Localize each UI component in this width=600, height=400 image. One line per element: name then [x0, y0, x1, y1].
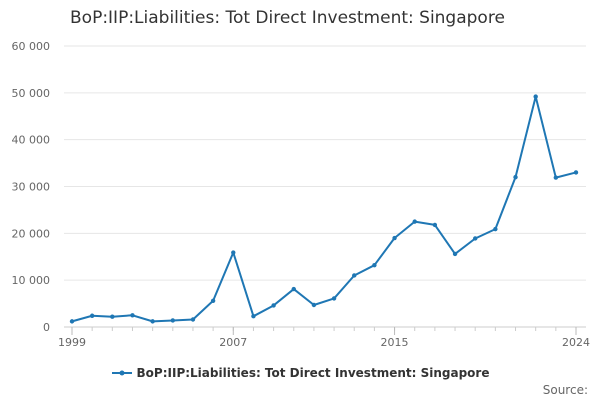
- data-point[interactable]: [432, 222, 438, 228]
- data-point[interactable]: [372, 262, 377, 268]
- data-point[interactable]: [210, 298, 216, 303]
- data-point[interactable]: [231, 250, 236, 255]
- data-point[interactable]: [170, 318, 175, 323]
- data-point[interactable]: [473, 236, 478, 241]
- data-point[interactable]: [150, 319, 155, 324]
- gridlines: [64, 45, 586, 281]
- x-tick-label: 2015: [381, 336, 409, 349]
- series-layer: [69, 94, 579, 324]
- series-line: [71, 95, 577, 323]
- data-point[interactable]: [110, 314, 115, 319]
- x-tick-label: 2024: [562, 336, 590, 349]
- y-tick-label: 60 000: [12, 40, 51, 53]
- data-point[interactable]: [271, 303, 276, 308]
- data-point[interactable]: [130, 313, 135, 318]
- y-tick-label: 40 000: [12, 134, 51, 147]
- data-point[interactable]: [513, 174, 518, 180]
- y-tick-label: 50 000: [12, 87, 51, 100]
- y-tick-label: 20 000: [12, 227, 51, 240]
- data-point[interactable]: [190, 317, 196, 322]
- chart-title: BoP:IIP:Liabilities: Tot Direct Investme…: [70, 8, 505, 28]
- data-point[interactable]: [533, 94, 538, 99]
- data-point[interactable]: [352, 273, 357, 278]
- data-point[interactable]: [553, 175, 559, 180]
- data-point[interactable]: [291, 286, 296, 292]
- data-point[interactable]: [251, 314, 256, 319]
- axes: 0 10 000 20 000 30 000 40 000 50 000 60 000 199…: [12, 40, 591, 349]
- data-point[interactable]: [493, 226, 498, 232]
- data-point[interactable]: [69, 319, 75, 324]
- data-point[interactable]: [412, 219, 417, 224]
- data-point[interactable]: [392, 235, 397, 241]
- legend-label: BoP:IIP:Liabilities: Tot Direct Investme…: [136, 366, 490, 380]
- legend[interactable]: BoP:IIP:Liabilities: Tot Direct Investme…: [0, 366, 600, 380]
- source-label[interactable]: Source:: [542, 383, 588, 397]
- y-tick-label: 10 000: [12, 274, 51, 287]
- data-point[interactable]: [311, 302, 317, 308]
- y-tick-label: 0: [43, 321, 50, 334]
- data-point[interactable]: [573, 170, 579, 175]
- data-point[interactable]: [331, 296, 337, 301]
- x-tick-label: 1999: [58, 336, 86, 349]
- y-tick-label: 30 000: [12, 181, 51, 194]
- x-tick-label: 2007: [219, 336, 247, 349]
- data-point[interactable]: [452, 251, 458, 257]
- data-point[interactable]: [89, 313, 95, 318]
- legend-swatch-icon: [111, 370, 132, 376]
